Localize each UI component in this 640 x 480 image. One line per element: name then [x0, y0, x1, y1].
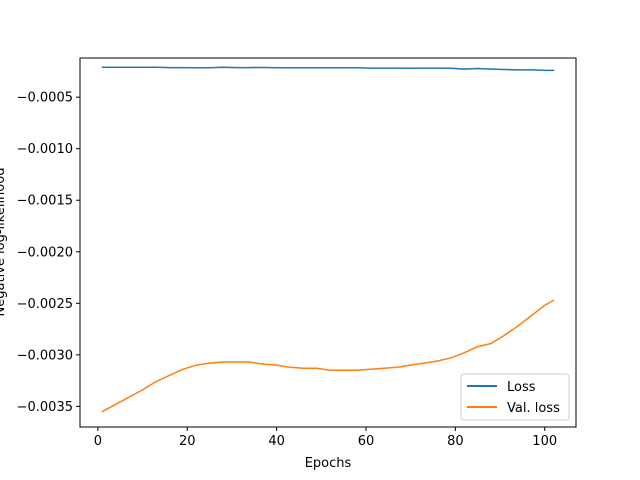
data-point-val-loss	[450, 357, 452, 359]
data-point-val-loss	[530, 315, 532, 317]
data-point-val-loss	[490, 342, 492, 345]
data-point-loss	[141, 66, 144, 68]
data-point-loss	[115, 66, 117, 68]
data-point-val-loss	[302, 367, 305, 369]
x-axis-label: Epochs	[305, 456, 352, 471]
y-tick-label: −0.0030	[17, 348, 73, 363]
y-tick-label: −0.0035	[17, 400, 73, 415]
data-point-val-loss	[396, 366, 398, 368]
y-tick-label: −0.0010	[17, 142, 73, 157]
data-point-loss	[369, 67, 372, 69]
data-point-loss	[436, 67, 439, 69]
x-tick-label: 0	[94, 434, 102, 449]
data-point-val-loss	[517, 325, 519, 327]
data-point-loss	[182, 66, 184, 69]
data-point-val-loss	[289, 366, 291, 368]
data-point-loss	[530, 69, 532, 71]
data-point-loss	[168, 66, 170, 69]
data-point-loss	[490, 68, 492, 70]
x-axis: 0 20 40 60 80 100	[94, 427, 557, 449]
data-point-loss	[235, 66, 237, 69]
data-point-val-loss	[222, 361, 224, 363]
data-point-val-loss	[343, 369, 345, 371]
data-point-val-loss	[276, 364, 278, 366]
data-point-val-loss	[463, 352, 465, 354]
x-tick-label: 80	[447, 434, 464, 449]
data-point-loss	[423, 67, 425, 69]
data-point-val-loss	[369, 368, 372, 370]
data-point-val-loss	[329, 369, 331, 371]
data-point-loss	[544, 69, 546, 71]
data-point-loss	[463, 68, 465, 70]
data-point-loss	[316, 67, 318, 69]
data-point-loss	[289, 67, 291, 69]
data-point-val-loss	[115, 403, 117, 405]
data-point-val-loss	[155, 381, 157, 383]
data-point-val-loss	[553, 299, 555, 301]
data-point-val-loss	[141, 389, 144, 391]
data-point-loss	[410, 67, 412, 69]
data-point-loss	[208, 67, 211, 69]
data-point-val-loss	[356, 369, 358, 371]
data-point-val-loss	[410, 364, 412, 366]
data-point-loss	[195, 67, 197, 69]
data-point-loss	[383, 67, 385, 69]
data-point-val-loss	[544, 304, 546, 306]
y-tick-label: −0.0020	[17, 245, 73, 260]
y-axis: −0.0005 −0.0010 −0.0015 −0.0020 −0.0025 −0.00…	[17, 91, 80, 415]
data-point-loss	[155, 66, 157, 68]
data-point-loss	[276, 67, 278, 69]
data-point-loss	[396, 67, 398, 69]
data-point-loss	[222, 66, 224, 68]
data-point-loss	[477, 67, 479, 70]
data-point-loss	[302, 67, 305, 69]
data-point-loss	[249, 66, 251, 69]
legend-label-val-loss: Val. loss	[507, 401, 560, 416]
x-tick-label: 20	[179, 434, 196, 449]
data-point-val-loss	[101, 410, 103, 413]
series-line-loss	[101, 66, 555, 72]
y-tick-label: −0.0025	[17, 297, 73, 312]
data-point-val-loss	[235, 361, 237, 363]
legend-label-loss: Loss	[507, 380, 536, 395]
data-point-val-loss	[503, 334, 506, 336]
plot-frame	[79, 57, 577, 428]
data-point-val-loss	[423, 362, 425, 364]
data-point-val-loss	[208, 362, 211, 364]
data-point-loss	[450, 67, 452, 69]
series-group	[101, 66, 555, 413]
legend: Loss Val. loss	[460, 373, 570, 421]
x-tick-label: 100	[532, 434, 557, 449]
x-tick-label: 40	[268, 434, 285, 449]
data-point-loss	[356, 67, 358, 69]
data-point-loss	[553, 69, 555, 71]
y-axis-label: Negative log-likelihood	[0, 168, 8, 317]
data-point-val-loss	[128, 396, 130, 398]
data-point-loss	[329, 67, 331, 69]
data-point-loss	[262, 66, 264, 69]
data-point-loss	[517, 69, 519, 71]
data-point-val-loss	[436, 360, 439, 362]
data-point-val-loss	[477, 346, 479, 348]
data-point-loss	[128, 66, 130, 68]
data-point-val-loss	[182, 368, 184, 370]
data-point-loss	[343, 67, 345, 69]
data-point-val-loss	[262, 363, 264, 365]
data-point-val-loss	[168, 374, 170, 377]
data-point-val-loss	[383, 367, 385, 369]
y-tick-label: −0.0015	[17, 194, 73, 209]
x-tick-label: 60	[358, 434, 375, 449]
data-point-val-loss	[195, 364, 197, 366]
data-point-loss	[101, 66, 103, 68]
data-point-val-loss	[316, 367, 318, 369]
data-point-loss	[503, 68, 506, 71]
data-point-val-loss	[249, 361, 251, 363]
y-tick-label: −0.0005	[17, 91, 73, 106]
